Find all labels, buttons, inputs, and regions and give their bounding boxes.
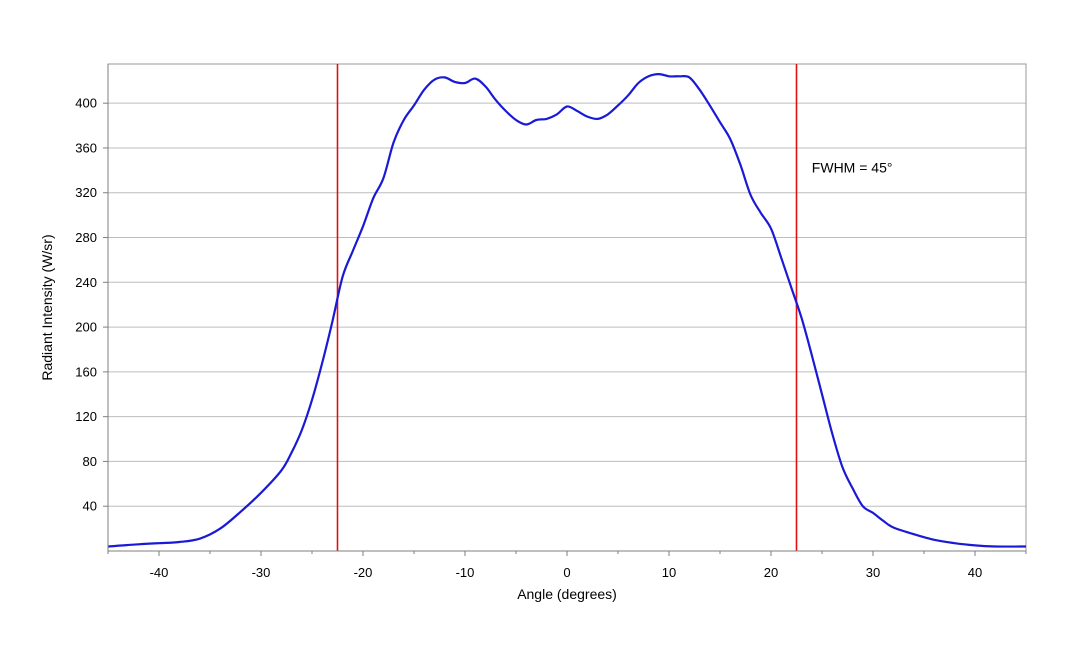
- x-tick-label: 20: [764, 565, 778, 580]
- x-tick-label: 40: [968, 565, 982, 580]
- x-axis-label: Angle (degrees): [517, 586, 617, 602]
- y-tick-label: 320: [75, 185, 97, 200]
- y-axis-label: Radiant Intensity (W/sr): [39, 234, 55, 380]
- axes: [103, 64, 1027, 556]
- y-tick-label: 240: [75, 275, 97, 290]
- x-tick-labels: -40 -30 -20 -10 0 10 20 30 40: [150, 565, 983, 580]
- y-tick-label: 360: [75, 140, 97, 155]
- y-tick-label: 80: [83, 454, 97, 469]
- annotations: FWHM = 45°: [812, 160, 893, 176]
- fwhm-annotation: FWHM = 45°: [812, 160, 893, 176]
- x-tick-label: 10: [662, 565, 676, 580]
- y-tick-label: 200: [75, 320, 97, 335]
- x-tick-label: 0: [563, 565, 570, 580]
- x-tick-label: -40: [150, 565, 169, 580]
- x-tick-label: -10: [456, 565, 475, 580]
- y-tick-label: 120: [75, 409, 97, 424]
- y-tick-label: 160: [75, 364, 97, 379]
- gridlines: [108, 102, 1026, 507]
- fwhm-markers: [336, 64, 798, 551]
- x-tick-label: -20: [354, 565, 373, 580]
- plot-area-frame: [107, 63, 1027, 552]
- y-tick-label: 280: [75, 230, 97, 245]
- x-tick-label: 30: [866, 565, 880, 580]
- series-line: [107, 73, 1027, 548]
- y-tick-label: 400: [75, 96, 97, 111]
- y-tick-label: 40: [83, 499, 97, 514]
- x-tick-label: -30: [252, 565, 271, 580]
- y-tick-labels: 40 80 120 160 200 240 280 320 360 400: [75, 96, 97, 514]
